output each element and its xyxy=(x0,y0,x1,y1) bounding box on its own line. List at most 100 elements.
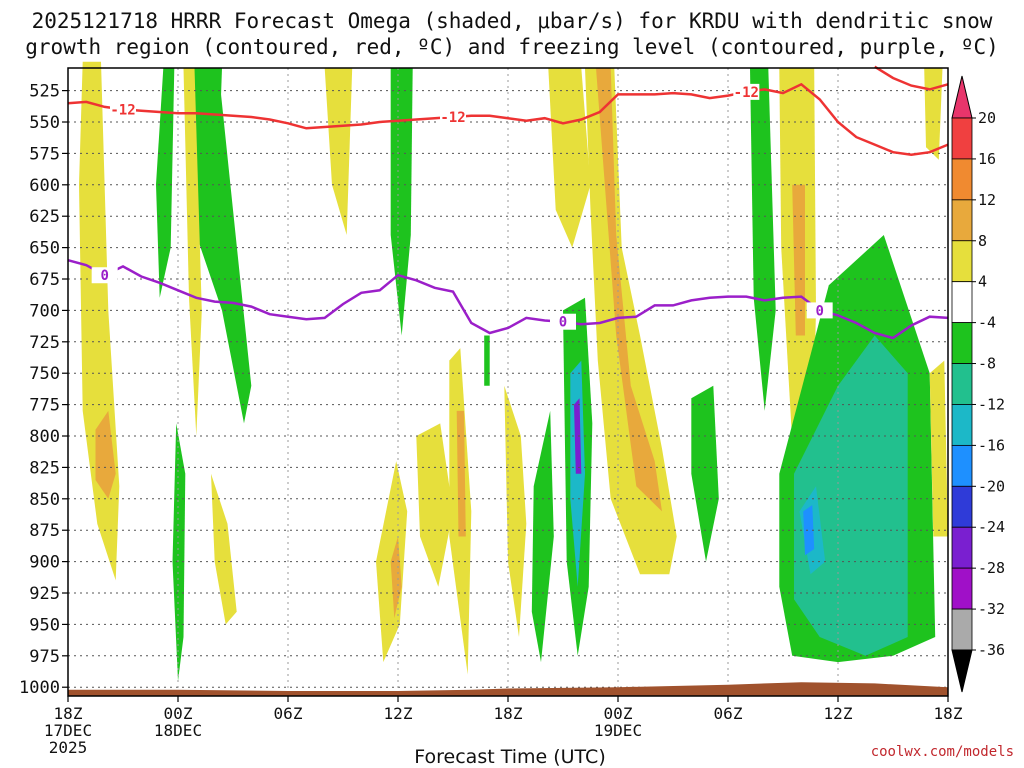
x-tick-label-5: 00Z xyxy=(604,704,633,723)
x-tick-label-2: 06Z xyxy=(274,704,303,723)
omega-region-25 xyxy=(750,68,776,411)
colorbar-bin-1 xyxy=(951,117,973,160)
colorbar-label-11: -28 xyxy=(978,559,1005,577)
colorbar-label-10: -24 xyxy=(978,518,1005,536)
credit-text: coolwx.com/models xyxy=(871,744,1014,760)
y-tick-label-775: 775 xyxy=(29,396,60,416)
colorbar-bin-7 xyxy=(951,363,973,405)
plot-area: -12 -12 -12 0 0 0 xyxy=(67,61,949,697)
x-tick-label-1: 00Z xyxy=(164,704,193,723)
omega-region-32 xyxy=(924,68,943,160)
omega-region-31 xyxy=(803,505,815,556)
x-tick-label-8: 18Z xyxy=(934,704,963,723)
y-tick-label-1000: 1000 xyxy=(19,678,60,698)
colorbar-bin-12 xyxy=(951,567,973,610)
freezing-label-0-bg xyxy=(91,267,118,284)
freezing-label-2: 0 xyxy=(815,303,823,319)
y-tick-label-575: 575 xyxy=(29,144,60,164)
y-tick-label-875: 875 xyxy=(29,521,60,541)
chart-title-line2: growth region (contoured, red, ºC) and f… xyxy=(25,35,999,59)
y-tick-label-800: 800 xyxy=(29,427,60,447)
omega-region-21 xyxy=(574,398,582,474)
omega-region-33 xyxy=(929,360,948,537)
x-tick-date-1: 18DEC xyxy=(154,721,202,740)
colorbar-label-12: -32 xyxy=(978,600,1005,618)
y-tick-label-625: 625 xyxy=(29,207,60,227)
contour-lines: -12 -12 -12 0 0 0 xyxy=(67,65,949,340)
omega-region-1 xyxy=(95,410,116,499)
omega-region-6 xyxy=(172,423,186,681)
colorbar-bin-10 xyxy=(951,485,973,528)
omega-region-16 xyxy=(484,335,490,386)
terrain-fill xyxy=(68,682,948,696)
omega-region-3 xyxy=(187,68,252,424)
colorbar-label-4: 4 xyxy=(978,273,987,291)
dendritic-label-2: -12 xyxy=(734,85,759,101)
freezing-label-2-bg xyxy=(806,302,833,319)
omega-region-11 xyxy=(390,536,402,619)
colorbar-label-1: 16 xyxy=(978,150,996,168)
y-tick-label-525: 525 xyxy=(29,82,60,102)
colorbar-bin-8 xyxy=(951,404,973,446)
x-tick-label-4: 18Z xyxy=(494,704,523,723)
gridlines xyxy=(68,68,948,696)
x-tick-date-0: 17DEC xyxy=(44,721,92,740)
y-tick-label-700: 700 xyxy=(29,301,60,321)
colorbar-label-8: -16 xyxy=(978,436,1005,454)
colorbar-label-6: -8 xyxy=(978,355,996,373)
terrain-polygon xyxy=(68,682,948,696)
omega-region-4 xyxy=(211,68,222,173)
x-tick-label-0: 18Z xyxy=(54,704,83,723)
colorbar-bin-4 xyxy=(951,240,973,283)
chart-title-line1: 2025121718 HRRR Forecast Omega (shaded, … xyxy=(32,9,993,33)
colorbar-label-2: 12 xyxy=(978,191,996,209)
y-tick-label-600: 600 xyxy=(29,176,60,196)
dendritic-contour-line-upper xyxy=(874,65,949,91)
freezing-contour-line xyxy=(67,258,949,340)
omega-region-8 xyxy=(324,68,353,235)
colorbar-bin-5 xyxy=(951,281,973,324)
y-axis-ticks: 525 550 575 600 625 650 675 700 725 750 775 800 825 8… xyxy=(19,82,68,698)
dendritic-label-1: -12 xyxy=(440,110,465,126)
dendritic-label-2-bg xyxy=(733,83,760,100)
y-tick-label-900: 900 xyxy=(29,553,60,573)
colorbar-bin-11 xyxy=(951,526,973,569)
colorbar-bin-13 xyxy=(951,608,973,651)
omega-region-7 xyxy=(211,473,237,625)
colorbar-label-13: -36 xyxy=(978,641,1005,659)
colorbar-bin-3 xyxy=(951,199,973,242)
y-tick-label-750: 750 xyxy=(29,364,60,384)
y-tick-label-925: 925 xyxy=(29,584,60,604)
omega-region-14 xyxy=(456,410,466,537)
y-tick-label-850: 850 xyxy=(29,490,60,510)
omega-region-18 xyxy=(531,410,554,663)
y-tick-label-975: 975 xyxy=(29,647,60,667)
dendritic-label-0-bg xyxy=(110,101,136,118)
omega-region-23 xyxy=(596,68,662,512)
colorbar-bin-2 xyxy=(951,158,973,201)
colorbar-bin-9 xyxy=(951,444,973,487)
omega-shading xyxy=(79,61,948,681)
colorbar-label-7: -12 xyxy=(978,395,1005,413)
x-tick-label-7: 12Z xyxy=(824,704,853,723)
y-tick-label-550: 550 xyxy=(29,113,60,133)
omega-region-2 xyxy=(156,68,175,298)
freezing-label-1-bg xyxy=(550,313,576,330)
x-tick-year-0: 2025 xyxy=(49,738,88,757)
colorbar-top-arrow xyxy=(951,75,973,119)
freezing-label-0: 0 xyxy=(100,268,108,284)
omega-region-12 xyxy=(416,423,453,587)
x-axis-label: Forecast Time (UTC) xyxy=(414,746,605,768)
y-tick-label-650: 650 xyxy=(29,239,60,259)
x-tick-label-6: 06Z xyxy=(714,704,743,723)
y-tick-label-675: 675 xyxy=(29,270,60,290)
y-tick-label-825: 825 xyxy=(29,458,60,478)
colorbar-label-9: -20 xyxy=(978,477,1005,495)
colorbar-label-5: -4 xyxy=(978,314,996,332)
x-tick-date-5: 19DEC xyxy=(594,721,642,740)
omega-region-9 xyxy=(390,68,413,336)
colorbar-label-0: 20 xyxy=(978,109,996,127)
omega-region-5 xyxy=(183,68,202,436)
colorbar-bin-6 xyxy=(951,322,973,364)
